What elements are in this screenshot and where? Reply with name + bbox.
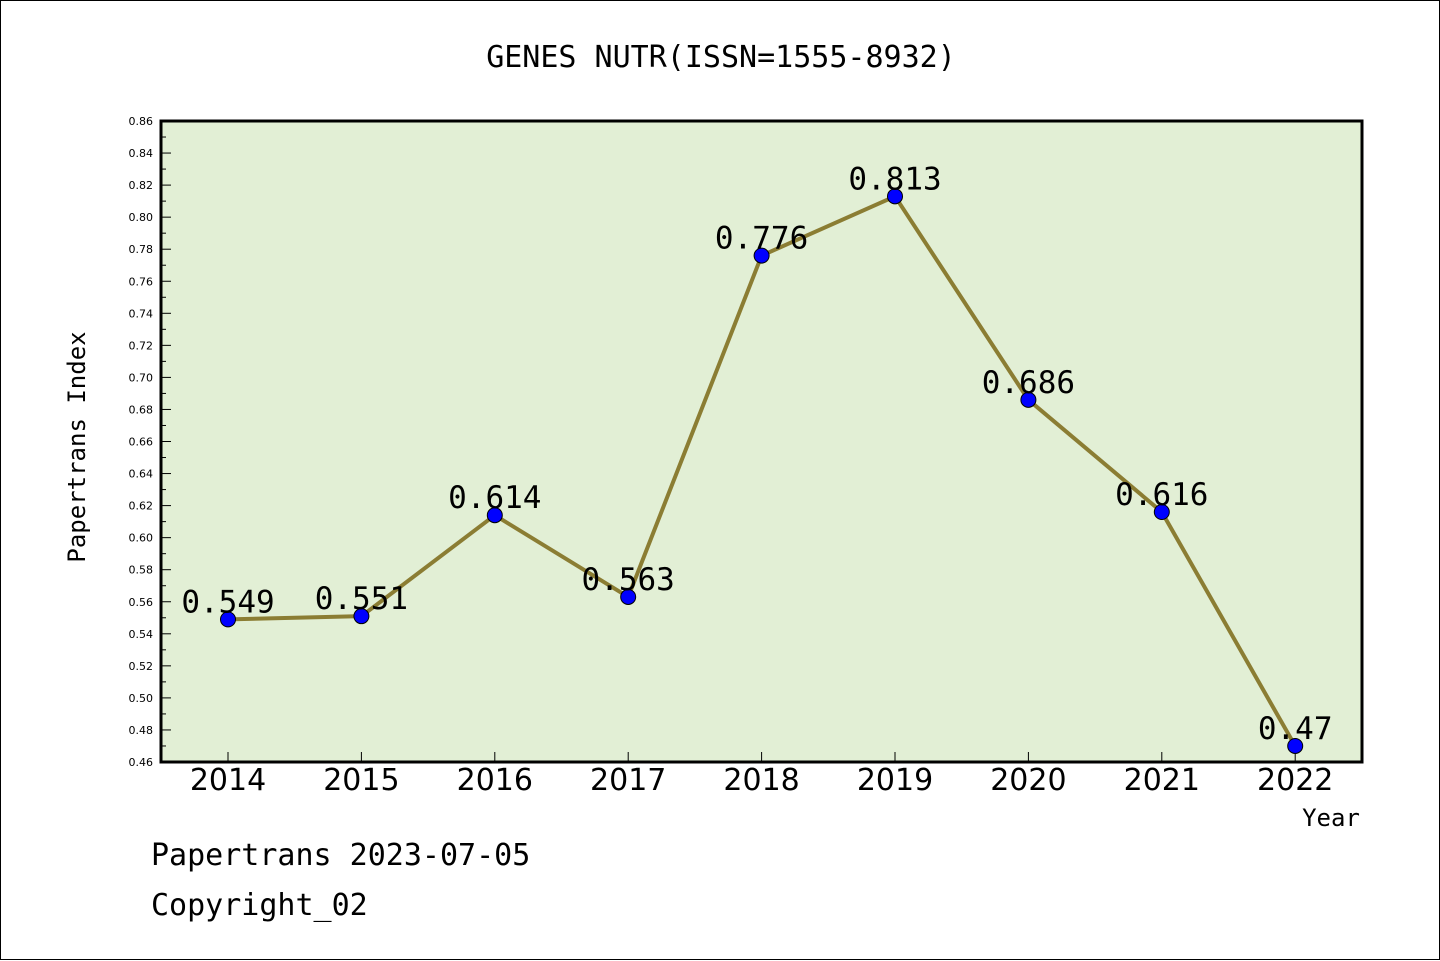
data-point bbox=[1153, 504, 1170, 521]
x-tick-label: 2016 bbox=[457, 763, 533, 798]
data-point bbox=[620, 588, 637, 605]
x-tick-label: 2022 bbox=[1257, 763, 1333, 798]
x-tick-label: 2019 bbox=[857, 763, 933, 798]
y-tick-label: 0.86 bbox=[129, 115, 154, 128]
data-label: 0.686 bbox=[982, 365, 1075, 401]
data-point bbox=[220, 611, 236, 628]
data-labels: 0.549 0.551 0.614 0.563 0.776 0.813 0.686 0.616… bbox=[181, 161, 1332, 747]
y-tick-label: 0.82 bbox=[129, 179, 154, 192]
data-point bbox=[887, 188, 903, 205]
x-axis-ticks: 2014 2015 2016 2017 2018 2019 2020 2021 2022 bbox=[190, 752, 1333, 798]
x-tick-label: 2020 bbox=[990, 763, 1066, 798]
footer-copyright: Copyright_02 bbox=[151, 888, 368, 923]
data-label: 0.551 bbox=[315, 581, 408, 617]
y-tick-label: 0.80 bbox=[129, 211, 154, 224]
x-axis-label: Year bbox=[1302, 804, 1360, 832]
x-tick-label: 2017 bbox=[590, 763, 666, 798]
y-tick-label: 0.68 bbox=[129, 403, 154, 416]
y-tick-label: 0.58 bbox=[129, 564, 154, 577]
data-label: 0.813 bbox=[848, 161, 941, 197]
data-points bbox=[220, 188, 1304, 754]
data-label: 0.616 bbox=[1115, 477, 1208, 513]
y-tick-label: 0.72 bbox=[129, 339, 154, 352]
y-tick-label: 0.48 bbox=[129, 724, 154, 737]
data-label: 0.47 bbox=[1258, 711, 1333, 747]
data-label: 0.563 bbox=[582, 562, 675, 598]
chart-title: GENES NUTR(ISSN=1555-8932) bbox=[486, 40, 956, 75]
data-point bbox=[1287, 737, 1304, 754]
y-tick-label: 0.78 bbox=[129, 243, 154, 256]
data-point bbox=[486, 507, 503, 524]
y-tick-label: 0.74 bbox=[129, 307, 154, 320]
x-tick-label: 2015 bbox=[323, 763, 399, 798]
y-tick-label: 0.52 bbox=[129, 660, 154, 673]
y-tick-label: 0.60 bbox=[129, 532, 154, 545]
y-tick-label: 0.70 bbox=[129, 371, 154, 384]
y-tick-label: 0.76 bbox=[129, 275, 154, 288]
y-axis-label: Papertrans Index bbox=[63, 331, 91, 562]
data-point bbox=[753, 247, 770, 264]
y-tick-label: 0.64 bbox=[129, 468, 154, 481]
data-point bbox=[1020, 391, 1037, 408]
y-tick-label: 0.56 bbox=[129, 596, 154, 609]
y-tick-label: 0.46 bbox=[129, 756, 154, 769]
y-tick-label: 0.62 bbox=[129, 500, 154, 513]
x-tick-label: 2021 bbox=[1124, 763, 1200, 798]
y-tick-label: 0.50 bbox=[129, 692, 154, 705]
y-tick-label: 0.54 bbox=[129, 628, 154, 641]
y-tick-label: 0.84 bbox=[129, 147, 154, 160]
data-label: 0.614 bbox=[448, 480, 541, 516]
y-tick-label: 0.66 bbox=[129, 436, 154, 449]
x-tick-label: 2014 bbox=[190, 763, 266, 798]
x-tick-label: 2018 bbox=[723, 763, 799, 798]
plot-area bbox=[161, 121, 1362, 762]
plot-border bbox=[159, 119, 1364, 764]
data-label: 0.776 bbox=[715, 221, 808, 257]
data-point bbox=[353, 608, 370, 625]
data-label: 0.549 bbox=[181, 584, 274, 620]
y-axis-ticks: 0.46 0.48 0.50 0.52 0.54 0.56 0.58 0.60 0.62 0.64… bbox=[129, 115, 171, 769]
footer-date: Papertrans 2023-07-05 bbox=[151, 838, 530, 873]
